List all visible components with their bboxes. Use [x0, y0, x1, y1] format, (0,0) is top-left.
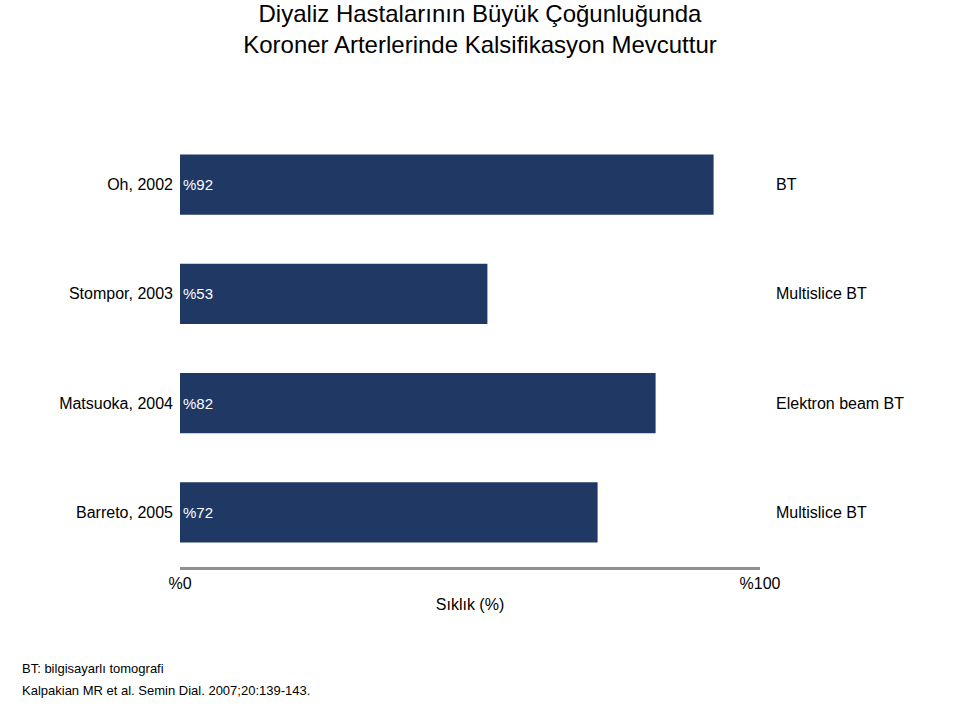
svg-text:Diyaliz Hastalarının Büyük Çoğ: Diyaliz Hastalarının Büyük ÇoğunluğundaK…	[243, 0, 717, 58]
svg-text:Multislice BT: Multislice BT	[776, 504, 867, 521]
svg-text:%0: %0	[168, 575, 191, 592]
svg-text:Elektron beam BT: Elektron beam BT	[776, 395, 904, 412]
svg-text:Barreto, 2005: Barreto, 2005	[76, 504, 173, 521]
svg-text:BT: bilgisayarlı tomografi: BT: bilgisayarlı tomografi	[22, 661, 164, 676]
svg-text:Multislice BT: Multislice BT	[776, 285, 867, 302]
svg-text:%92: %92	[183, 176, 213, 193]
svg-text:Oh, 2002: Oh, 2002	[107, 176, 173, 193]
svg-text:%100: %100	[740, 575, 781, 592]
svg-text:Matsuoka, 2004: Matsuoka, 2004	[59, 395, 173, 412]
svg-text:Sıklık (%): Sıklık (%)	[436, 596, 504, 613]
svg-text:Stompor, 2003: Stompor, 2003	[69, 285, 173, 302]
svg-text:BT: BT	[776, 176, 797, 193]
svg-text:%53: %53	[183, 285, 213, 302]
svg-text:%82: %82	[183, 395, 213, 412]
svg-text:%72: %72	[183, 504, 213, 521]
svg-text:Kalpakian MR et al. Semin Dial: Kalpakian MR et al. Semin Dial. 2007;20:…	[22, 683, 310, 698]
